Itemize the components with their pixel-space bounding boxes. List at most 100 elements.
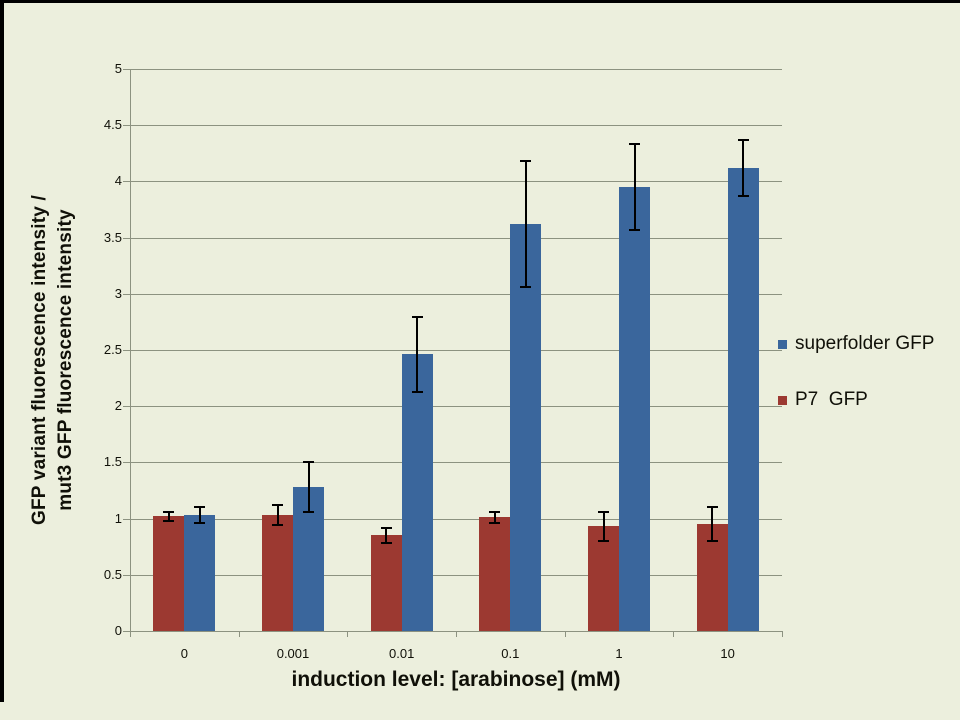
- y-tick-mark: [123, 406, 130, 408]
- gridline: [130, 406, 782, 408]
- error-bar-cap-top: [520, 160, 532, 163]
- error-bar-cap-bottom: [489, 522, 501, 525]
- error-bar-cap-top: [629, 143, 640, 146]
- error-bar: [602, 511, 605, 542]
- legend-color-swatch-icon: [778, 339, 787, 349]
- error-bar: [167, 511, 170, 521]
- gridline: [130, 181, 782, 183]
- error-bar: [633, 144, 636, 230]
- gridline: [130, 293, 782, 295]
- error-bar-cap-bottom: [272, 524, 283, 527]
- x-tick-mark: [130, 631, 131, 637]
- error-bar: [416, 317, 419, 392]
- y-tick-mark: [123, 293, 130, 295]
- y-tick-mark: [123, 69, 130, 70]
- y-tick-mark: [123, 518, 130, 520]
- y-tick-label: 0: [114, 623, 122, 638]
- x-tick-label: 0.001: [276, 646, 310, 661]
- bar-superfolder-gfp: [401, 354, 433, 631]
- bar-superfolder-gfp: [510, 224, 542, 631]
- error-bar-cap-top: [194, 506, 206, 509]
- error-bar-cap-top: [598, 510, 609, 513]
- error-bar: [198, 507, 201, 524]
- x-tick-mark: [238, 631, 240, 637]
- y-tick-mark: [123, 125, 130, 127]
- bar-superfolder-gfp: [727, 167, 759, 631]
- error-bar: [742, 139, 745, 196]
- bar-p7-gfp: [588, 526, 619, 631]
- error-bar-cap-bottom: [194, 522, 206, 525]
- y-axis-title: GFP variant fluorescence intensity / mut…: [27, 60, 81, 660]
- error-bar: [493, 511, 496, 524]
- error-bar-cap-bottom: [163, 519, 175, 522]
- error-bar-cap-top: [303, 461, 314, 464]
- error-bar-cap-bottom: [629, 228, 640, 231]
- gridline: [130, 237, 782, 239]
- y-tick-mark: [123, 462, 130, 464]
- bar-superfolder-gfp: [184, 515, 216, 631]
- gridline: [130, 69, 782, 70]
- y-tick-label: 2.5: [103, 342, 122, 357]
- error-bar-cap-top: [411, 316, 423, 319]
- bar-p7-gfp: [262, 515, 293, 631]
- error-bar-cap-top: [380, 526, 392, 529]
- y-tick-label: 2: [114, 398, 122, 414]
- legend-item: superfolder GFP: [778, 333, 958, 355]
- y-tick-mark: [123, 181, 130, 183]
- y-tick-label: 4.5: [103, 117, 122, 133]
- error-bar-cap-bottom: [303, 510, 314, 513]
- y-tick-mark: [123, 574, 130, 576]
- y-tick-label: 4: [114, 173, 122, 189]
- y-axis-title-line2: mut3 GFP fluorescence intensity: [55, 209, 76, 511]
- y-tick-mark: [123, 350, 130, 351]
- error-bar-cap-top: [163, 510, 175, 513]
- bar-p7-gfp: [479, 517, 511, 631]
- gridline: [130, 462, 782, 464]
- y-tick-label: 1.5: [103, 454, 122, 470]
- error-bar: [524, 161, 527, 288]
- x-tick-mark: [347, 631, 349, 637]
- error-bar-cap-bottom: [380, 542, 392, 545]
- legend-label: superfolder GFP: [795, 333, 935, 354]
- x-tick-mark: [782, 631, 783, 637]
- error-bar-cap-top: [272, 504, 283, 507]
- image-border-top: [0, 0, 960, 3]
- x-tick-mark: [673, 631, 675, 637]
- bar-p7-gfp: [370, 535, 402, 631]
- legend-color-swatch-icon: [778, 395, 787, 405]
- error-bar: [711, 507, 714, 542]
- error-bar-cap-top: [489, 510, 501, 513]
- gridline: [130, 125, 782, 127]
- y-tick-label: 1: [114, 510, 122, 526]
- error-bar-cap-bottom: [411, 390, 423, 393]
- gridline: [130, 350, 782, 351]
- bar-p7-gfp: [153, 516, 185, 631]
- error-bar-cap-bottom: [520, 286, 532, 289]
- error-bar-cap-top: [737, 138, 749, 141]
- error-bar-cap-bottom: [737, 195, 749, 197]
- bar-superfolder-gfp: [619, 187, 650, 631]
- y-tick-label: 3.5: [103, 229, 122, 245]
- y-axis-line: [130, 69, 131, 632]
- x-tick-label: 10: [720, 646, 735, 661]
- error-bar-cap-top: [706, 506, 718, 509]
- x-tick-label: 0.1: [501, 646, 520, 661]
- y-tick-mark: [123, 237, 130, 239]
- legend: superfolder GFP P7 GFP: [778, 333, 958, 445]
- x-tick-mark: [564, 631, 566, 637]
- error-bar-cap-bottom: [598, 540, 609, 543]
- gridline: [130, 574, 782, 576]
- x-tick-mark: [456, 631, 457, 637]
- y-tick-mark: [123, 631, 130, 632]
- error-bar: [307, 462, 310, 512]
- y-axis-title-line1: GFP variant fluorescence intensity /: [29, 195, 50, 525]
- legend-item: P7 GFP: [778, 389, 958, 411]
- x-tick-label: 1: [615, 646, 623, 661]
- y-tick-label: 3: [114, 285, 122, 301]
- plot-area: 0 0.5 1 1.5 2 2.5 3 3.5 4 4.5 5 0 0.001 0.01 0.1 1 10: [104, 61, 783, 661]
- gridline: [130, 518, 782, 520]
- y-tick-label: 5: [114, 61, 122, 76]
- legend-label: P7 GFP: [795, 389, 868, 410]
- x-tick-label: 0: [180, 646, 188, 661]
